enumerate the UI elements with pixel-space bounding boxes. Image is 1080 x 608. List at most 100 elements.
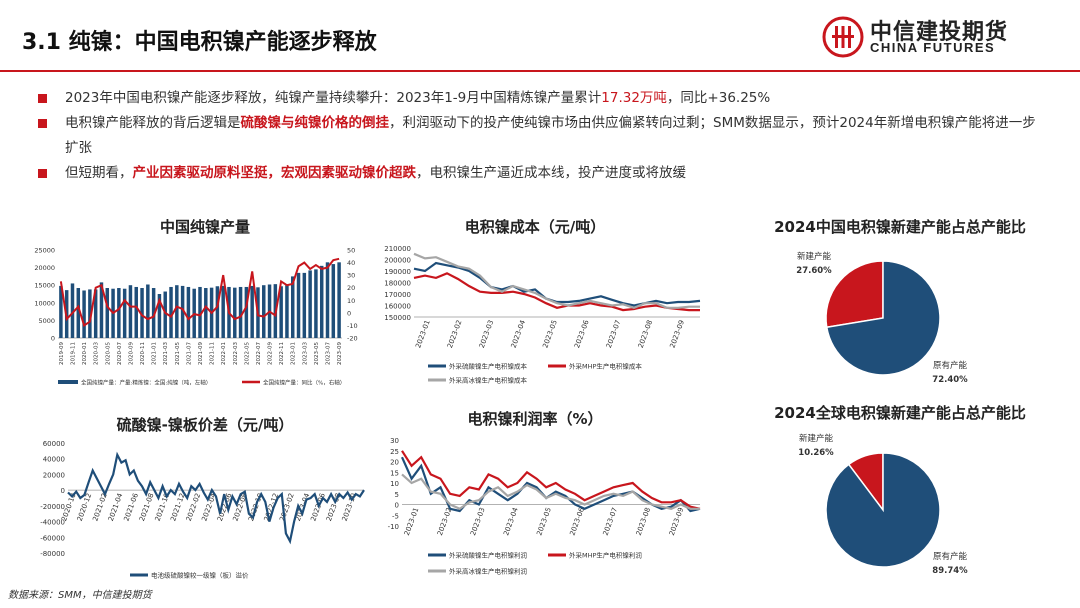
output-bar bbox=[279, 286, 283, 338]
output-bar bbox=[262, 285, 266, 338]
legend-label: 电池级硫酸镍较一级镍（板）溢价 bbox=[151, 571, 249, 580]
x-tick-label: 2021-12 bbox=[169, 492, 187, 522]
output-bar bbox=[302, 272, 307, 338]
chart-title-pie-china: 2024中国电积镍新建产能占总产能比 bbox=[774, 218, 1026, 236]
output-bar bbox=[325, 262, 330, 338]
y-right-tick-label: 50 bbox=[347, 247, 355, 255]
x-tick-label: 2023-06 bbox=[573, 318, 591, 349]
y-right-tick-label: -10 bbox=[347, 322, 358, 330]
legend-label: 外采硫酸镍生产电积镍利润 bbox=[449, 551, 527, 560]
bullet-text: 但短期看， bbox=[65, 165, 133, 181]
y-tick-label: -10 bbox=[388, 523, 399, 531]
output-bar bbox=[76, 288, 81, 338]
x-tick-label: 2023-09 bbox=[337, 342, 343, 365]
y-tick-label: 170000 bbox=[384, 291, 411, 299]
pie-chart-global: 新建产能 10.26% 原有产能 89.74% bbox=[798, 433, 968, 576]
legend-label: 外采MHP生产电积镍利润 bbox=[569, 551, 642, 560]
x-tick-label: 2020-07 bbox=[117, 342, 123, 365]
bullet-text: 2023年中国电积镍产能逐步释放，纯镍产量持续攀升：2023年1-9月中国精炼镍… bbox=[65, 90, 602, 106]
x-tick-label: 2023-02 bbox=[446, 319, 464, 349]
x-tick-label: 2021-09 bbox=[198, 342, 204, 365]
output-bar bbox=[122, 288, 127, 338]
legend-label: 外采高冰镍生产电积镍成本 bbox=[449, 376, 528, 385]
output-bar bbox=[244, 286, 249, 338]
x-tick-label: 2021-04 bbox=[107, 492, 125, 523]
output-bar bbox=[70, 283, 75, 338]
x-tick-label: 2022-03 bbox=[233, 342, 239, 365]
y-right-tick-label: 20 bbox=[347, 284, 355, 292]
output-bar bbox=[117, 288, 121, 338]
output-bar bbox=[285, 285, 289, 338]
y-left-tick-label: 25000 bbox=[34, 247, 55, 255]
bullet-item: 但短期看，产业因素驱动原料坚挺，宏观因素驱动镍价超跌，电积镍生产逼近成本线，投产… bbox=[38, 161, 1048, 186]
x-tick-label: 2023-03 bbox=[469, 506, 487, 536]
y-right-tick-label: 10 bbox=[347, 297, 355, 305]
chart-title-spread: 硫酸镍-镍板价差（元/吨） bbox=[116, 416, 294, 434]
pie-slice-percent: 10.26% bbox=[798, 448, 834, 458]
bullet-highlight-text: 硫酸镍与纯镍价格的倒挂 bbox=[240, 115, 390, 131]
series-line bbox=[401, 450, 701, 510]
y-tick-label: 0 bbox=[395, 502, 399, 510]
x-tick-label: 2021-07 bbox=[186, 342, 192, 365]
pie-slice-percent: 72.40% bbox=[932, 375, 968, 385]
pie-slice bbox=[825, 260, 884, 329]
output-bar bbox=[99, 282, 104, 338]
y-tick-label: 210000 bbox=[384, 245, 411, 253]
y-tick-label: 10 bbox=[390, 480, 399, 488]
legend-label: 外采硫酸镍生产电积镍成本 bbox=[449, 362, 528, 371]
pie-slice-label: 原有产能 bbox=[933, 360, 968, 371]
output-bar bbox=[233, 287, 237, 338]
output-bar bbox=[140, 288, 144, 338]
y-tick-label: 160000 bbox=[384, 303, 411, 311]
output-bar bbox=[82, 290, 86, 338]
series-line bbox=[413, 252, 700, 309]
output-bar bbox=[93, 289, 98, 338]
y-left-tick-label: 0 bbox=[51, 335, 55, 343]
pie-slice-percent: 89.74% bbox=[932, 566, 968, 576]
output-bar bbox=[204, 288, 208, 338]
x-tick-label: 2023-08 bbox=[637, 319, 655, 349]
x-tick-label: 2021-10 bbox=[154, 492, 172, 522]
logo-text-cn: 中信建投期货 bbox=[870, 20, 1009, 45]
x-tick-label: 2022-01 bbox=[221, 342, 227, 365]
bullet-highlight-text: 产业因素驱动原料坚挺，宏观因素驱动镍价超跌 bbox=[132, 165, 417, 181]
x-tick-label: 2023-07 bbox=[326, 342, 332, 365]
x-tick-label: 2023-05 bbox=[535, 506, 553, 536]
x-tick-label: 2021-02 bbox=[91, 492, 109, 522]
x-tick-label: 2023-06 bbox=[568, 506, 586, 537]
title-divider bbox=[0, 70, 1080, 72]
source-note: 数据来源：SMM，中信建投期货 bbox=[8, 590, 152, 601]
spread-chart: -80000 -60000 -40000 -20000 0 20000 40000 60000… bbox=[40, 440, 365, 580]
output-bar bbox=[163, 291, 167, 338]
x-tick-label: 2020-09 bbox=[128, 342, 134, 365]
bullet-highlight-text: 17.32万吨 bbox=[601, 90, 667, 106]
bullet-text: ，电积镍生产逼近成本线，投产进度或将放缓 bbox=[416, 165, 686, 181]
chart-title-margin: 电积镍利润率（%） bbox=[467, 410, 603, 428]
pie-slice-percent: 27.60% bbox=[796, 266, 832, 276]
pie-slice bbox=[825, 452, 941, 568]
y-tick-label: -80000 bbox=[40, 550, 65, 558]
series-line bbox=[413, 272, 700, 312]
chart-title-cost: 电积镍成本（元/吨） bbox=[464, 218, 606, 236]
x-tick-label: 2021-08 bbox=[138, 492, 156, 522]
x-tick-label: 2023-01 bbox=[414, 319, 432, 349]
x-tick-label: 2022-07 bbox=[256, 342, 262, 365]
bullet-square-icon bbox=[38, 169, 47, 178]
y-tick-label: 25 bbox=[390, 448, 399, 456]
output-bar bbox=[175, 285, 179, 338]
y-left-tick-label: 10000 bbox=[34, 299, 55, 307]
page-title: 3.1 纯镍：中国电积镍产能逐步释放 bbox=[22, 30, 377, 55]
bullet-square-icon bbox=[38, 94, 47, 103]
legend-label: 全国纯镍产量：同比（%，右轴） bbox=[263, 379, 345, 387]
output-bar bbox=[186, 286, 191, 338]
x-tick-label: 2023-02 bbox=[278, 492, 296, 522]
yoy-line bbox=[59, 257, 340, 327]
x-tick-label: 2023-08 bbox=[325, 492, 343, 522]
output-bar bbox=[59, 285, 63, 338]
refined-output-chart: 0 5000 10000 15000 20000 25000 -20 -10 0 10 20 30 40… bbox=[34, 247, 358, 387]
series-line bbox=[401, 473, 700, 511]
x-tick-label: 2019-09 bbox=[59, 342, 65, 365]
output-bar bbox=[151, 288, 156, 338]
output-bar bbox=[198, 286, 202, 338]
x-tick-label: 2023-05 bbox=[541, 319, 559, 349]
